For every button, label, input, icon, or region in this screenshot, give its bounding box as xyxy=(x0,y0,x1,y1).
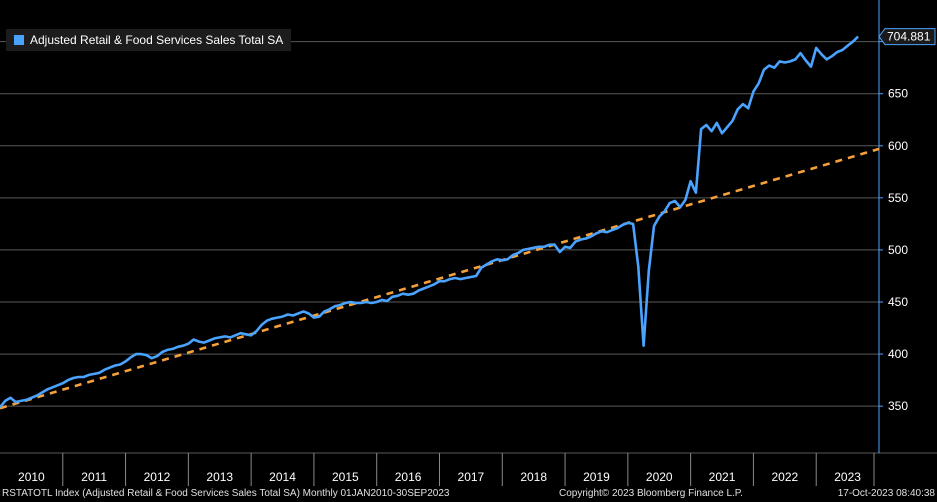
x-tick-label-2012: 2012 xyxy=(144,470,171,484)
x-tick-label-2018: 2018 xyxy=(520,470,547,484)
last-value-tag: 704.881 xyxy=(878,28,936,46)
footer: RSTATOTL Index (Adjusted Retail & Food S… xyxy=(0,486,937,502)
y-tick-label-450: 450 xyxy=(888,295,908,309)
y-tick-label-600: 600 xyxy=(888,139,908,153)
x-tick-label-2017: 2017 xyxy=(458,470,485,484)
y-tick-label-500: 500 xyxy=(888,243,908,257)
y-tick-label-550: 550 xyxy=(888,191,908,205)
footer-timestamp: 17-Oct-2023 08:40:38 xyxy=(837,488,935,499)
last-value-tag-shape xyxy=(878,28,936,46)
x-axis: 2010 2011 2012 2013 2014 2015 2016 2017 2018 2019… xyxy=(0,452,937,486)
chart: 2010 2011 2012 2013 2014 2015 2016 2017 2018 2019… xyxy=(0,0,937,486)
x-tick-label-2019: 2019 xyxy=(583,470,610,484)
x-tick-label-2021: 2021 xyxy=(709,470,736,484)
x-tick-label-2010: 2010 xyxy=(18,470,45,484)
grid-lines xyxy=(0,41,879,407)
legend: Adjusted Retail & Food Services Sales To… xyxy=(6,29,292,51)
y-axis: 350 400 450 500 550 600 650 xyxy=(878,0,908,453)
last-value-label: 704.881 xyxy=(887,30,931,44)
x-tick-label-2022: 2022 xyxy=(771,470,798,484)
y-tick-label-650: 650 xyxy=(888,87,908,101)
y-tick-label-350: 350 xyxy=(888,399,908,413)
x-tick-label-2015: 2015 xyxy=(332,470,359,484)
series-line-retail-sales xyxy=(0,35,860,409)
x-tick-label-2013: 2013 xyxy=(206,470,233,484)
y-tick-label-400: 400 xyxy=(888,347,908,361)
x-tick-label-2020: 2020 xyxy=(646,470,673,484)
trend-line xyxy=(0,147,880,410)
legend-swatch xyxy=(14,35,24,45)
x-tick-label-2023: 2023 xyxy=(834,470,861,484)
x-tick-label-2014: 2014 xyxy=(269,470,296,484)
footer-left-text: RSTATOTL Index (Adjusted Retail & Food S… xyxy=(2,488,450,499)
legend-label: Adjusted Retail & Food Services Sales To… xyxy=(30,33,284,47)
x-tick-label-2016: 2016 xyxy=(395,470,422,484)
x-tick-label-2011: 2011 xyxy=(81,470,107,484)
footer-copyright: Copyright© 2023 Bloomberg Finance L.P. xyxy=(559,488,743,499)
series-layer xyxy=(0,35,880,410)
